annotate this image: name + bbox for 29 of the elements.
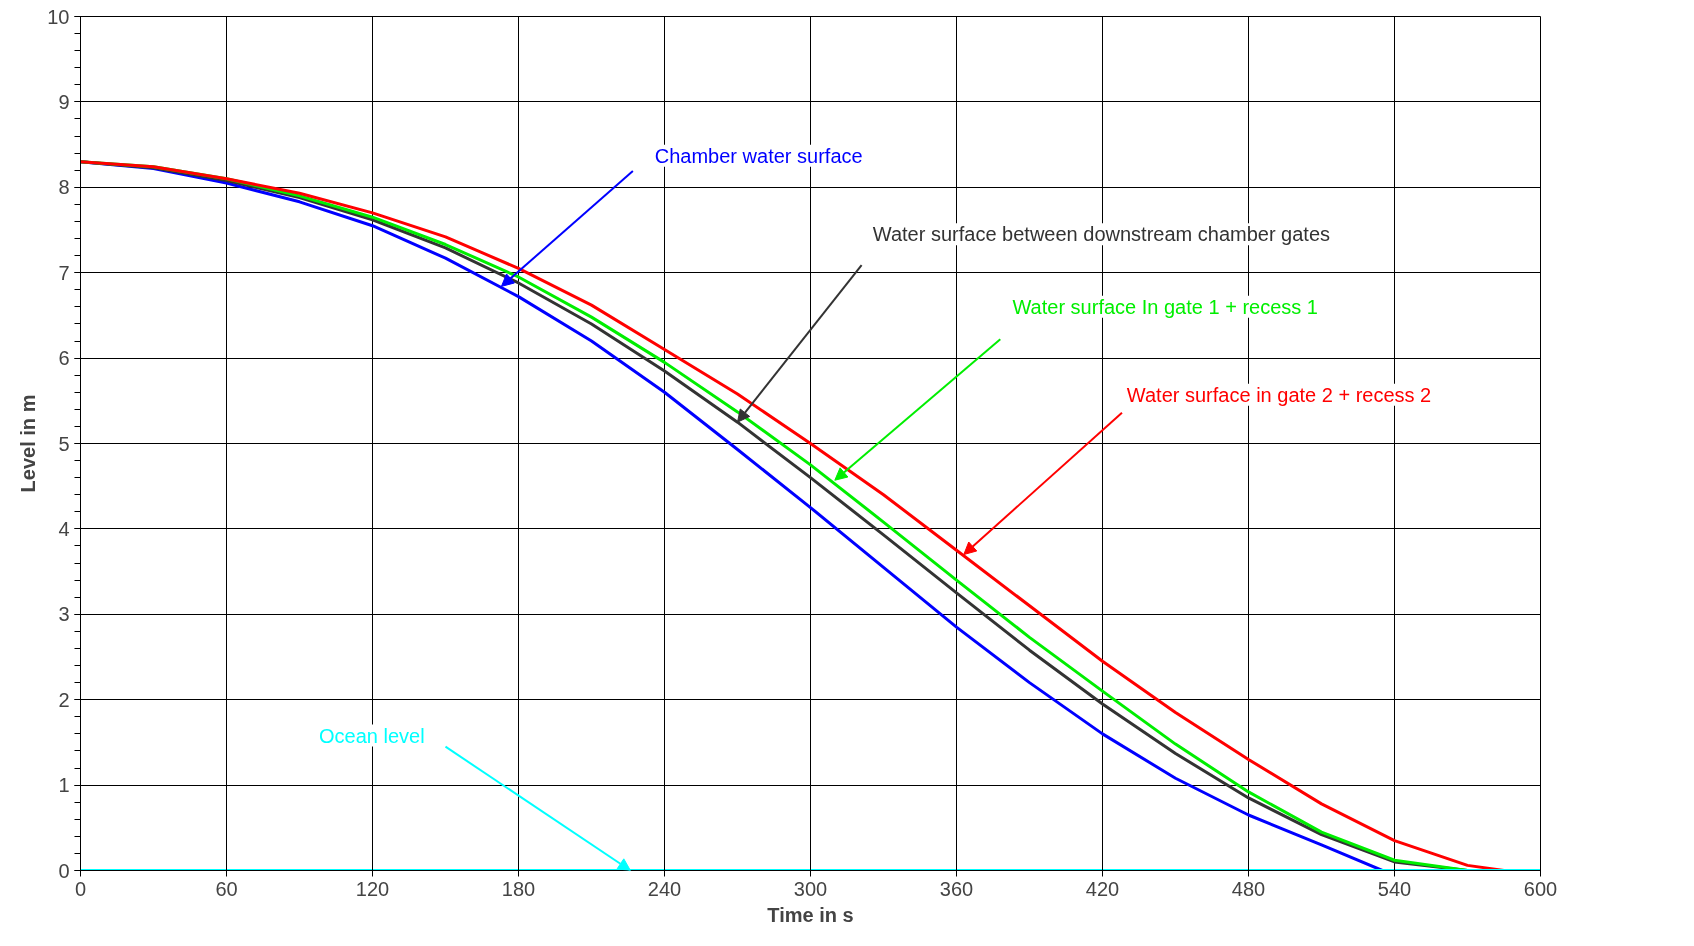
y-tick-label: 5 xyxy=(58,432,70,455)
x-axis-title: Time in s xyxy=(767,903,854,926)
annotation: Water surface in gate 2 + recess 2 xyxy=(1126,383,1432,406)
y-tick-label: 4 xyxy=(58,517,70,540)
x-tick-label: 120 xyxy=(355,877,390,900)
y-tick-label: 0 xyxy=(58,859,70,882)
y-tick-label: 7 xyxy=(58,261,70,284)
x-tick-label: 240 xyxy=(647,877,682,900)
y-tick-label: 1 xyxy=(58,774,70,797)
x-tick-label: 480 xyxy=(1231,877,1266,900)
y-tick-label: 3 xyxy=(58,603,70,626)
x-tick-label: 600 xyxy=(1523,877,1558,900)
annotation: Chamber water surface xyxy=(654,144,863,167)
x-tick-label: 60 xyxy=(215,877,238,900)
annotation: Water surface In gate 1 + recess 1 xyxy=(1012,295,1318,318)
y-tick-label: 8 xyxy=(58,176,70,199)
annotation: Ocean level xyxy=(318,724,425,747)
x-tick-label: 0 xyxy=(74,877,87,900)
x-tick-label: 540 xyxy=(1377,877,1412,900)
y-tick-label: 10 xyxy=(47,5,70,28)
x-tick-label: 360 xyxy=(939,877,974,900)
x-tick-label: 180 xyxy=(501,877,536,900)
y-tick-label: 9 xyxy=(58,90,70,113)
y-axis-title: Level in m xyxy=(17,394,40,493)
x-tick-label: 300 xyxy=(793,877,828,900)
y-tick-label: 6 xyxy=(58,347,70,370)
x-tick-label: 420 xyxy=(1085,877,1120,900)
annotation: Water surface between downstream chamber gates xyxy=(872,223,1331,246)
y-tick-label: 2 xyxy=(58,688,70,711)
